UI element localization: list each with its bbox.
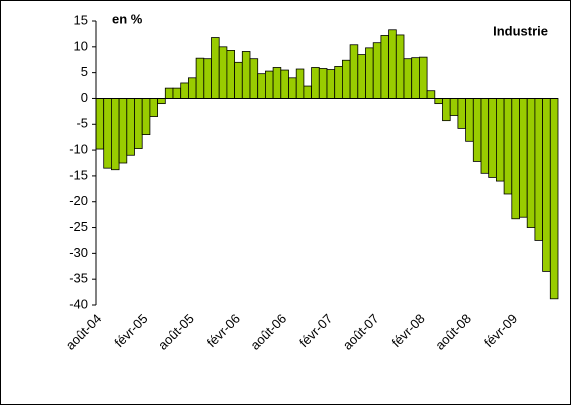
- y-tick-label: 15: [74, 12, 88, 27]
- bar: [172, 87, 182, 99]
- chart-title: Industrie: [493, 23, 548, 38]
- bar: [334, 66, 343, 99]
- y-tick-label: -5: [76, 116, 88, 131]
- bar: [280, 69, 289, 99]
- bar: [411, 57, 420, 99]
- bar: [187, 77, 197, 99]
- bar: [264, 70, 274, 99]
- bar: [426, 90, 436, 99]
- bar: [395, 34, 405, 99]
- bar: [341, 59, 351, 99]
- y-tick-label: -30: [69, 245, 88, 260]
- bar: [141, 98, 151, 135]
- bar: [326, 69, 336, 99]
- y-axis-label: en %: [112, 11, 143, 26]
- bar: [526, 98, 536, 228]
- bar: [365, 47, 374, 99]
- bar: [403, 58, 413, 99]
- bar: [211, 37, 220, 99]
- bar: [542, 98, 551, 272]
- bar: [303, 85, 312, 99]
- bar: [103, 98, 112, 169]
- bar: [295, 68, 305, 99]
- bar: [234, 61, 243, 99]
- bar: [95, 98, 105, 150]
- bar: [549, 98, 559, 300]
- bar: [357, 54, 366, 99]
- y-tick-label: 5: [81, 64, 88, 79]
- bar: [380, 35, 389, 99]
- y-tick-label: -25: [69, 219, 88, 234]
- bar: [241, 51, 251, 99]
- bar: [465, 98, 474, 142]
- bar: [480, 98, 490, 174]
- bar: [495, 98, 505, 182]
- bar: [195, 57, 205, 99]
- bar: [372, 42, 382, 99]
- y-tick-label: 10: [74, 38, 88, 53]
- bar: [318, 68, 328, 99]
- bar: [226, 50, 235, 99]
- bar: [203, 58, 212, 99]
- bar: [218, 46, 228, 99]
- bar: [257, 73, 266, 99]
- bar: [180, 82, 189, 99]
- bar: [249, 58, 259, 99]
- bar: [503, 98, 513, 195]
- y-tick-label: -20: [69, 193, 88, 208]
- y-tick-label: 0: [81, 90, 88, 105]
- bar: [157, 98, 166, 105]
- bar: [126, 98, 135, 156]
- bar: [418, 56, 428, 99]
- bar: [388, 29, 397, 99]
- bar: [449, 98, 459, 116]
- bar: [488, 98, 497, 178]
- bar: [272, 67, 282, 99]
- bar: [134, 98, 143, 149]
- bar: [511, 98, 520, 220]
- bar: [288, 77, 297, 99]
- bar: [442, 98, 451, 122]
- bar: [118, 98, 128, 164]
- bar: [111, 98, 120, 171]
- bar: [457, 98, 466, 129]
- bar: [519, 98, 528, 218]
- y-tick-label: -40: [69, 296, 88, 311]
- bar: [349, 44, 359, 99]
- y-tick-label: -15: [69, 167, 88, 182]
- bar: [434, 98, 443, 105]
- y-tick-label: -10: [69, 142, 88, 157]
- bar: [534, 98, 544, 241]
- bar: [472, 98, 482, 162]
- bar: [164, 87, 174, 99]
- y-tick-label: -35: [69, 271, 88, 286]
- bar: [149, 98, 158, 117]
- bar: [311, 67, 320, 99]
